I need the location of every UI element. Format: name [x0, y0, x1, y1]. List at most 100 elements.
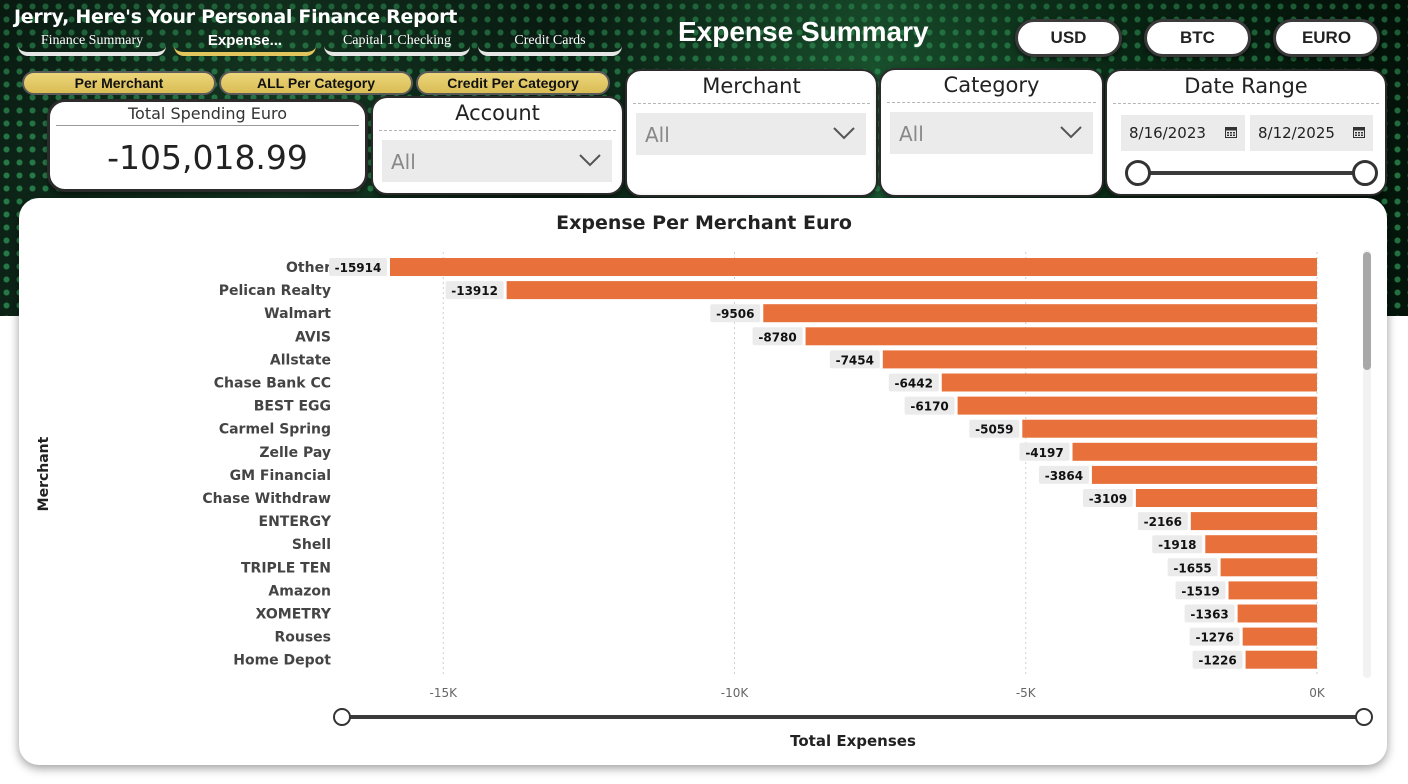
bar [882, 350, 1317, 369]
y-tick-label: Pelican Realty [219, 283, 331, 299]
tab-finance-summary[interactable]: Finance Summary [18, 30, 166, 56]
y-tick-label: Zelle Pay [259, 445, 331, 461]
x-axis-range-start-handle[interactable] [333, 708, 351, 726]
data-label-bg [1019, 442, 1070, 461]
credit-per-category-button[interactable]: Credit Per Category [416, 71, 610, 95]
report-title: Jerry, Here's Your Personal Finance Repo… [14, 6, 457, 28]
y-tick-label: Walmart [264, 306, 331, 322]
data-label-bg [829, 350, 880, 369]
data-label: -1363 [1190, 608, 1228, 622]
data-label: -7454 [836, 353, 874, 367]
bar [1245, 650, 1317, 669]
date-range-end-handle[interactable] [1352, 160, 1378, 186]
bar [1135, 489, 1317, 507]
chevron-down-icon [833, 127, 855, 140]
data-label-bg [329, 258, 388, 276]
calendar-icon [1353, 127, 1365, 138]
y-tick-label: Rouses [274, 630, 331, 646]
euro-button[interactable]: EURO [1273, 19, 1380, 57]
bar [1237, 604, 1317, 623]
end-date-value: 8/12/2025 [1258, 124, 1335, 142]
chevron-down-icon [1060, 126, 1082, 139]
tab-credit-cards[interactable]: Credit Cards [478, 30, 622, 56]
data-label: -4197 [1025, 446, 1063, 460]
calendar-icon [1225, 127, 1237, 138]
bar [1242, 627, 1317, 646]
total-spending-value: -105,018.99 [107, 138, 308, 177]
x-tick-label: -5K [1016, 686, 1037, 700]
chart-scrollbar[interactable] [1363, 250, 1371, 678]
total-spending-card: Total Spending Euro -105,018.99 [47, 99, 368, 192]
y-tick-label: Carmel Spring [219, 422, 331, 438]
y-tick-label: Other [286, 260, 331, 276]
data-label: -1276 [1195, 631, 1233, 645]
data-label-bg [1189, 627, 1240, 646]
bar [957, 396, 1317, 415]
bar [1228, 581, 1317, 600]
data-label: -1655 [1173, 561, 1211, 575]
data-label-bg [969, 419, 1020, 438]
usd-button[interactable]: USD [1015, 19, 1122, 57]
y-tick-label: Chase Bank CC [214, 376, 331, 392]
bar [1190, 512, 1317, 531]
y-tick-label: Allstate [270, 352, 331, 368]
data-label: -8780 [758, 330, 796, 344]
bar [1205, 535, 1317, 554]
bar [763, 304, 1317, 323]
chart-scroll-thumb[interactable] [1363, 252, 1371, 370]
start-date-input[interactable]: 8/16/2023 [1121, 115, 1245, 151]
date-range-slider-track[interactable] [1138, 171, 1366, 175]
y-tick-label: BEST EGG [254, 399, 331, 415]
data-label-bg [445, 281, 504, 300]
data-label: -2166 [1144, 515, 1182, 529]
data-label-bg [1167, 558, 1218, 577]
y-tick-label: Shell [292, 537, 331, 553]
account-dropdown[interactable]: All [382, 140, 612, 182]
start-date-value: 8/16/2023 [1129, 124, 1206, 142]
data-label-bg [904, 396, 955, 415]
category-dropdown[interactable]: All [890, 112, 1093, 154]
chevron-down-icon [579, 154, 601, 167]
date-range-start-handle[interactable] [1125, 160, 1151, 186]
data-label-bg [1192, 650, 1243, 669]
data-label-bg [1175, 581, 1226, 600]
data-label-bg [1082, 489, 1133, 507]
y-tick-label: GM Financial [230, 468, 331, 484]
data-label: -1918 [1158, 538, 1196, 552]
account-dropdown-value: All [391, 150, 416, 174]
bar [390, 258, 1318, 276]
tab-capital-1-checking[interactable]: Capital 1 Checking [324, 30, 470, 56]
x-axis-range-end-handle[interactable] [1355, 708, 1373, 726]
btc-button[interactable]: BTC [1144, 19, 1251, 57]
y-tick-label: Chase Withdraw [202, 491, 331, 507]
bar [1022, 419, 1317, 438]
y-tick-label: Home Depot [233, 653, 331, 669]
data-label: -5059 [975, 423, 1013, 437]
y-tick-label: Amazon [268, 583, 331, 599]
all-per-category-button[interactable]: ALL Per Category [219, 71, 413, 95]
data-label: -1519 [1181, 584, 1219, 598]
bar [1091, 465, 1317, 484]
y-tick-label: ENTERGY [259, 514, 332, 530]
merchant-dropdown-value: All [645, 123, 670, 147]
y-tick-label: XOMETRY [256, 607, 332, 623]
data-label-bg [710, 304, 761, 323]
date-range-title: Date Range [1113, 71, 1379, 104]
bar [941, 373, 1317, 392]
data-label-bg [1137, 512, 1188, 531]
bar [1220, 558, 1317, 577]
merchant-filter-title: Merchant [633, 71, 870, 104]
tab-expense[interactable]: Expense... [174, 30, 316, 56]
merchant-dropdown[interactable]: All [636, 113, 866, 155]
data-label-bg [1038, 465, 1089, 484]
page-heading: Expense Summary [678, 16, 929, 47]
y-tick-label: AVIS [295, 329, 331, 345]
total-spending-title: Total Spending Euro [56, 102, 359, 126]
bar [506, 281, 1317, 300]
data-label-bg [1184, 604, 1235, 623]
data-label: -3109 [1089, 492, 1127, 506]
x-axis-range-slider-track[interactable] [342, 715, 1364, 719]
per-merchant-button[interactable]: Per Merchant [22, 71, 216, 95]
data-label: -1226 [1198, 654, 1236, 668]
end-date-input[interactable]: 8/12/2025 [1250, 115, 1373, 151]
